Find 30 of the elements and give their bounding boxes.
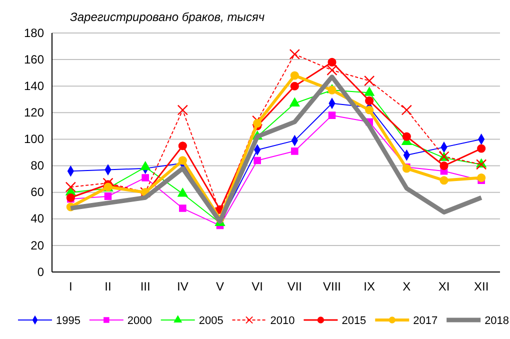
legend-label: 2015 [342,315,366,327]
y-tick-label: 80 [30,158,44,173]
x-tick-label: IV [176,280,188,294]
x-tick-label: XI [438,280,450,294]
x-tick-label: VIII [322,280,342,294]
legend-label: 2010 [270,315,295,327]
x-tick-label: III [140,280,150,294]
y-tick-label: 60 [30,185,44,200]
y-tick-label: 180 [24,26,44,40]
x-tick-label: I [68,280,72,294]
y-tick-label: 40 [30,212,44,226]
legend-label: 2017 [413,315,438,327]
y-tick-label: 20 [30,238,44,252]
x-tick-label: VI [252,280,264,294]
legend-label: 1995 [56,315,80,327]
x-tick-label: V [216,280,224,294]
x-tick-label: II [104,280,112,294]
legend-label: 2018 [484,315,510,327]
chart-title: Зарегистрировано браков, тысяч [70,10,265,24]
y-tick-label: 100 [24,132,44,146]
x-tick-label: X [402,280,411,294]
legend-label: 2005 [198,315,224,327]
x-tick-label: IX [364,280,376,294]
y-tick-label: 120 [24,106,44,120]
legend-label: 2000 [127,315,152,327]
x-tick-label: VII [287,280,302,294]
y-tick-label: 140 [24,78,44,93]
x-tick-label: XII [474,280,489,294]
y-tick-label: 0 [37,264,44,279]
y-tick-label: 160 [24,52,44,66]
